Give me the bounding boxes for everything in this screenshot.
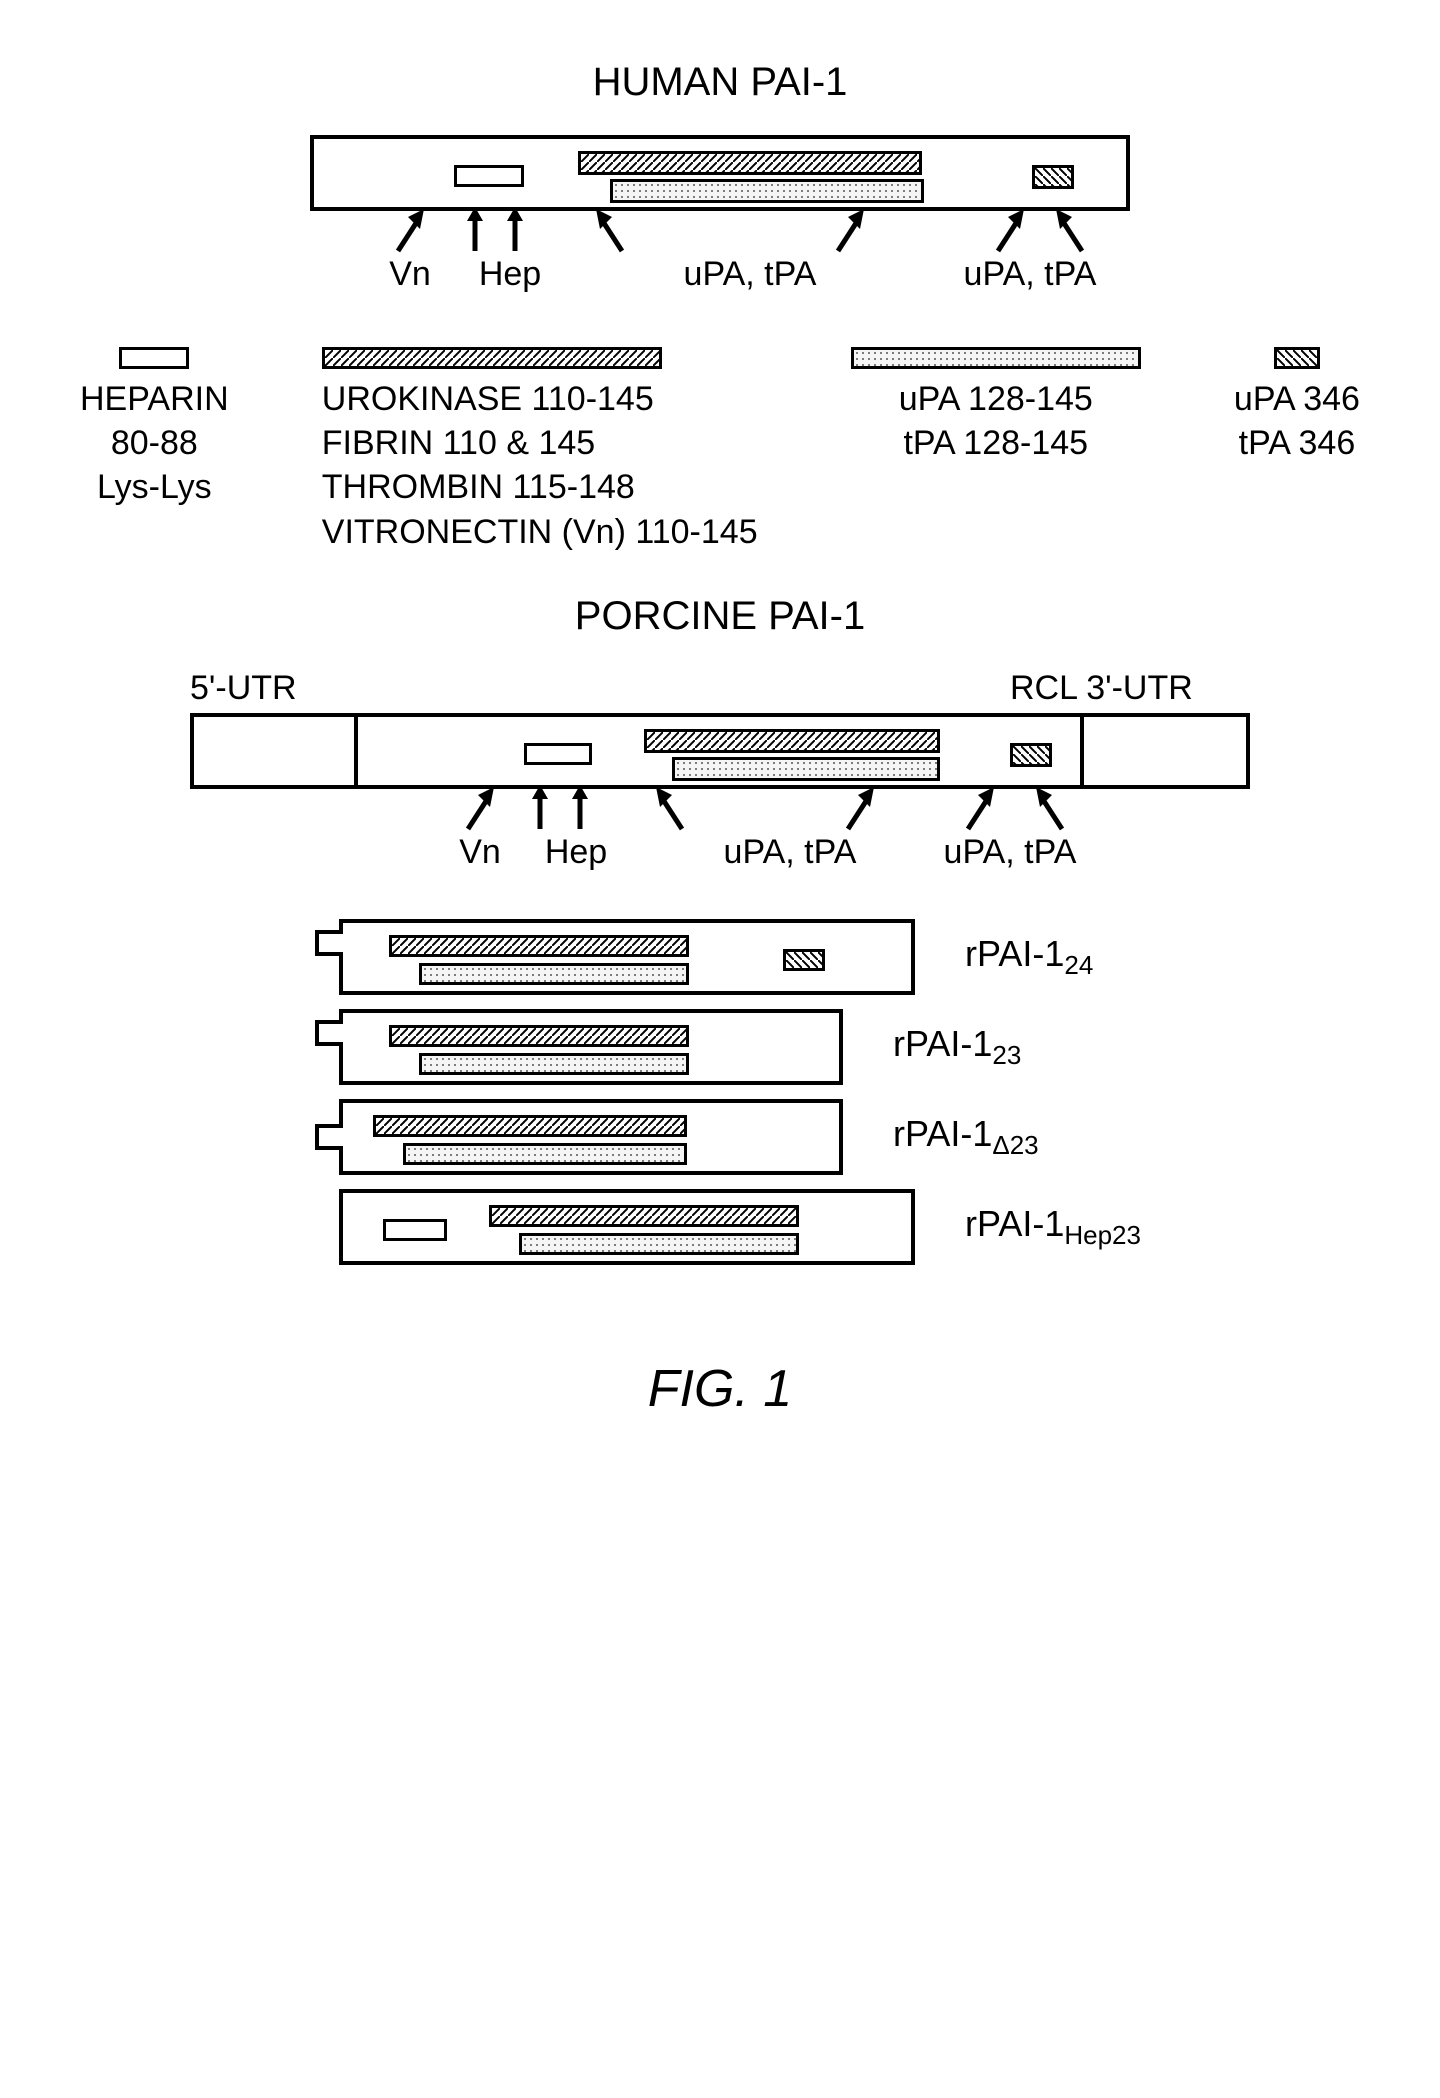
hatch-domain bbox=[578, 151, 922, 175]
rcl-domain bbox=[1010, 743, 1052, 767]
title-human: HUMAN PAI-1 bbox=[60, 60, 1380, 105]
legend-col-urokinase: UROKINASE 110-145FIBRIN 110 & 145THROMBI… bbox=[322, 347, 758, 554]
hatch-domain bbox=[389, 935, 689, 957]
arrow bbox=[560, 785, 600, 831]
arrow-label: uPA, tPA bbox=[724, 833, 857, 872]
construct-row: rPAI-1Hep23 bbox=[299, 1189, 1141, 1265]
legend-text: 80-88 bbox=[111, 421, 198, 465]
notch bbox=[315, 1124, 343, 1150]
arrow bbox=[990, 207, 1030, 253]
arrow-label: Vn bbox=[459, 833, 501, 872]
legend-text: uPA 128-145 bbox=[899, 377, 1093, 421]
dot-domain bbox=[672, 757, 940, 781]
dot-domain bbox=[519, 1233, 799, 1255]
figure-label: FIG. 1 bbox=[60, 1359, 1380, 1419]
legend-text: VITRONECTIN (Vn) 110-145 bbox=[322, 510, 758, 554]
heparin-domain bbox=[524, 743, 592, 765]
legend-text: UROKINASE 110-145 bbox=[322, 377, 654, 421]
arrow bbox=[960, 785, 1000, 831]
arrow bbox=[1050, 207, 1090, 253]
legend-text: THROMBIN 115-148 bbox=[322, 465, 635, 509]
legend-swatch bbox=[119, 347, 189, 369]
porcine-arrow-row: Vn Hep uPA, tPA uPA, tPA bbox=[190, 785, 1250, 875]
notch bbox=[315, 930, 343, 956]
rcl-domain bbox=[783, 949, 825, 971]
heparin-domain bbox=[454, 165, 524, 187]
arrow-label: Hep bbox=[545, 833, 607, 872]
legend-text: HEPARIN bbox=[80, 377, 229, 421]
construct-label: rPAI-124 bbox=[965, 933, 1093, 981]
dot-domain bbox=[419, 1053, 689, 1075]
divider bbox=[354, 713, 358, 789]
porcine-diagram: 5'-UTR RCL 3'-UTR Vn Hep uPA, tPA uPA, tPA r… bbox=[60, 669, 1380, 1279]
arrow bbox=[520, 785, 560, 831]
legend-swatch bbox=[1274, 347, 1320, 369]
human-diagram: Vn Hep uPA, tPA uPA, tPA bbox=[60, 135, 1380, 297]
construct-label: rPAI-1Δ23 bbox=[893, 1113, 1039, 1161]
construct-box bbox=[339, 1099, 843, 1175]
construct-list: rPAI-124 rPAI-123 rPAI-1Δ23 rPAI-1Hep23 bbox=[299, 905, 1141, 1279]
hatch-domain bbox=[389, 1025, 689, 1047]
utr5-label: 5'-UTR bbox=[190, 669, 297, 708]
arrow bbox=[830, 207, 870, 253]
legend: HEPARIN80-88Lys-Lys UROKINASE 110-145FIB… bbox=[80, 347, 1360, 554]
legend-text: tPA 346 bbox=[1239, 421, 1356, 465]
hatch-domain bbox=[373, 1115, 687, 1137]
construct-row: rPAI-123 bbox=[299, 1009, 1141, 1085]
legend-text: tPA 128-145 bbox=[903, 421, 1088, 465]
construct-row: rPAI-1Δ23 bbox=[299, 1099, 1141, 1175]
hatch-domain bbox=[644, 729, 940, 753]
heparin-domain bbox=[383, 1219, 447, 1241]
legend-text: FIBRIN 110 & 145 bbox=[322, 421, 595, 465]
arrow bbox=[455, 207, 495, 253]
arrow-label: uPA, tPA bbox=[944, 833, 1077, 872]
arrow-label: uPA, tPA bbox=[684, 255, 817, 294]
porcine-construct-box bbox=[190, 713, 1250, 789]
construct-box bbox=[339, 1009, 843, 1085]
hatch-domain bbox=[489, 1205, 799, 1227]
human-arrow-row: Vn Hep uPA, tPA uPA, tPA bbox=[310, 207, 1130, 297]
legend-text: uPA 346 bbox=[1234, 377, 1360, 421]
dot-domain bbox=[419, 963, 689, 985]
arrow-label: Hep bbox=[479, 255, 541, 294]
title-porcine: PORCINE PAI-1 bbox=[60, 594, 1380, 639]
porcine-over-labels: 5'-UTR RCL 3'-UTR bbox=[190, 669, 1250, 713]
legend-col-upa-dot: uPA 128-145tPA 128-145 bbox=[851, 347, 1141, 554]
dot-domain bbox=[403, 1143, 687, 1165]
arrow bbox=[650, 785, 690, 831]
legend-text: Lys-Lys bbox=[97, 465, 212, 509]
construct-row: rPAI-124 bbox=[299, 919, 1141, 995]
legend-swatch bbox=[851, 347, 1141, 369]
divider bbox=[1080, 713, 1084, 789]
construct-label: rPAI-1Hep23 bbox=[965, 1203, 1141, 1251]
construct-label: rPAI-123 bbox=[893, 1023, 1021, 1071]
arrow bbox=[590, 207, 630, 253]
rcl-domain bbox=[1032, 165, 1074, 189]
notch bbox=[315, 1020, 343, 1046]
arrow bbox=[840, 785, 880, 831]
construct-box bbox=[339, 919, 915, 995]
arrow-label: uPA, tPA bbox=[964, 255, 1097, 294]
arrow-label: Vn bbox=[389, 255, 431, 294]
arrow bbox=[495, 207, 535, 253]
dot-domain bbox=[610, 179, 924, 203]
arrow bbox=[460, 785, 500, 831]
arrow bbox=[390, 207, 430, 253]
human-construct-box bbox=[310, 135, 1130, 211]
arrow bbox=[1030, 785, 1070, 831]
construct-box bbox=[339, 1189, 915, 1265]
legend-col-upa346: uPA 346tPA 346 bbox=[1234, 347, 1360, 554]
legend-col-heparin: HEPARIN80-88Lys-Lys bbox=[80, 347, 229, 554]
legend-swatch bbox=[322, 347, 662, 369]
rcl-utr3-label: RCL 3'-UTR bbox=[1010, 669, 1193, 708]
